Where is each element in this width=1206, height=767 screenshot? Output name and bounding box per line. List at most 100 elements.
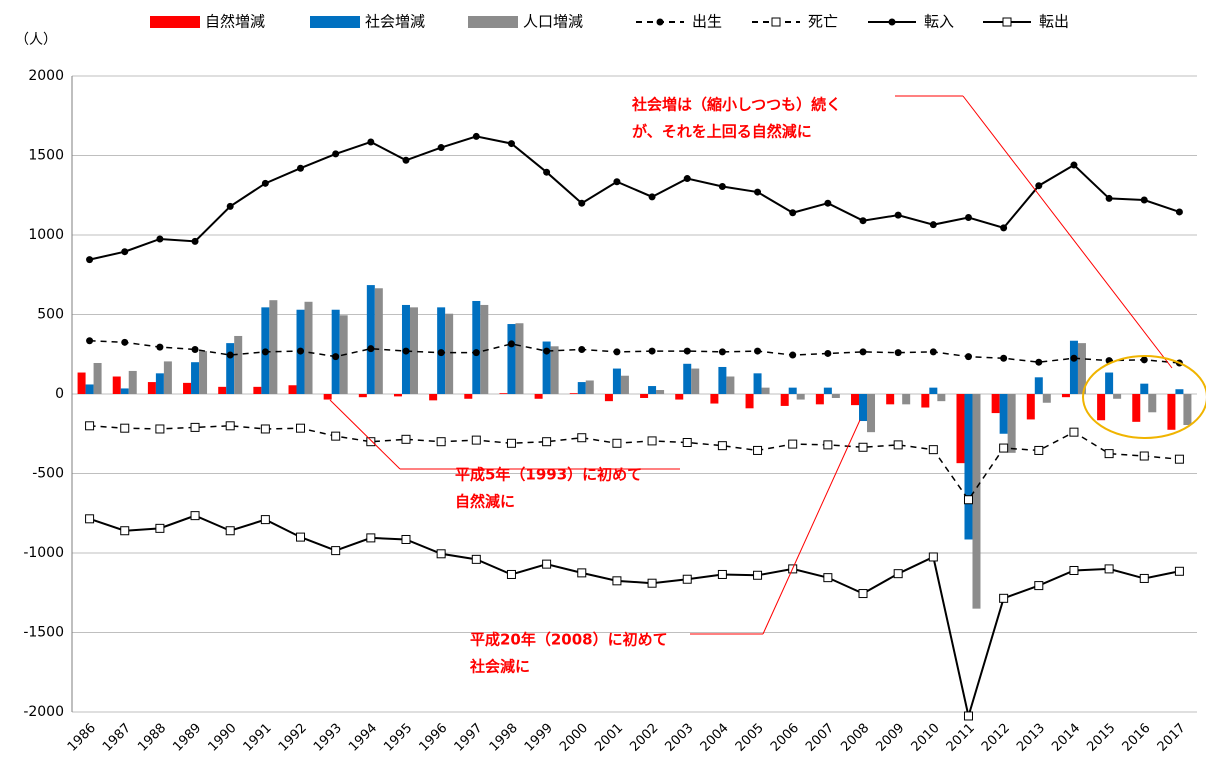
line-marker [543, 347, 551, 355]
bar [218, 386, 227, 394]
bar [429, 394, 438, 401]
x-tick-label: 2001 [592, 721, 626, 755]
legend-marker [888, 18, 896, 26]
bar [991, 394, 1000, 414]
line-marker [823, 440, 833, 450]
bar [815, 394, 824, 405]
bar [534, 394, 543, 399]
bar [358, 394, 367, 398]
x-tick-label: 2010 [909, 721, 943, 755]
x-tick-label: 1995 [381, 721, 415, 755]
bar [753, 373, 762, 394]
line-marker [472, 132, 480, 140]
line-marker [578, 345, 586, 353]
x-tick-label: 2014 [1049, 721, 1083, 755]
x-tick-label: 2007 [803, 721, 837, 755]
bar [323, 394, 332, 400]
line-marker [613, 348, 621, 356]
line-marker [858, 589, 868, 599]
bar [648, 386, 657, 394]
line-marker [682, 437, 692, 447]
legend-swatch [468, 16, 518, 28]
x-tick-label: 2017 [1155, 721, 1189, 755]
line-marker [191, 345, 199, 353]
bar [956, 394, 965, 464]
bar [937, 394, 946, 402]
bar [77, 372, 86, 394]
line-marker [261, 179, 269, 187]
line-marker [647, 578, 657, 588]
line-marker [859, 217, 867, 225]
y-tick-label: -1000 [23, 545, 64, 561]
bar [409, 307, 418, 394]
bar [1175, 389, 1184, 394]
legend-label: 出生 [692, 13, 722, 31]
line-marker [1070, 161, 1078, 169]
bar [1105, 372, 1114, 394]
line-marker [190, 511, 200, 521]
x-tick-label: 1990 [205, 721, 239, 755]
x-tick-label: 2005 [733, 721, 767, 755]
line-marker [402, 347, 410, 355]
x-tick-label: 1997 [452, 721, 486, 755]
line-marker [1105, 194, 1113, 202]
line-marker [647, 436, 657, 446]
line-marker [260, 515, 270, 525]
line-marker [507, 340, 515, 348]
line-marker [120, 423, 130, 433]
line-marker [999, 593, 1009, 603]
y-tick-label: 500 [37, 307, 64, 323]
line-marker [543, 168, 551, 176]
line-marker [964, 353, 972, 361]
bar [1034, 377, 1043, 394]
line-marker [472, 349, 480, 357]
line-marker [260, 424, 270, 434]
line-marker [225, 526, 235, 536]
bar [675, 394, 684, 400]
line-marker [296, 423, 306, 433]
line-marker [717, 569, 727, 579]
line-marker [85, 421, 95, 431]
bar [718, 366, 727, 394]
line-marker [121, 248, 129, 256]
x-tick-label: 1996 [416, 721, 450, 755]
line [89, 339, 1180, 364]
bar [1113, 394, 1122, 399]
bar [1042, 394, 1051, 403]
bar [1077, 343, 1086, 394]
bar [656, 390, 665, 394]
bar [726, 376, 735, 394]
bar [1148, 394, 1157, 413]
bar [374, 288, 383, 394]
x-tick-label: 2012 [979, 721, 1013, 755]
legend-swatch [150, 16, 200, 28]
bar [640, 394, 649, 398]
line-marker [331, 431, 341, 441]
line-marker [1070, 354, 1078, 362]
bar [464, 394, 473, 399]
bar [902, 394, 911, 405]
bar [612, 368, 621, 394]
line-marker [1035, 182, 1043, 190]
legend-marker [771, 17, 781, 27]
bar [1140, 383, 1149, 394]
bar [851, 394, 860, 406]
bar [155, 373, 164, 394]
y-tick-label: 1500 [28, 148, 64, 164]
bar [253, 386, 262, 394]
line-marker [261, 348, 269, 356]
legend-label: 転出 [1039, 13, 1069, 31]
annotation: が、それを上回る自然減に [632, 123, 812, 141]
line-marker [401, 534, 411, 544]
line-marker [366, 533, 376, 543]
bar [472, 300, 481, 394]
line-marker [929, 348, 937, 356]
bar [120, 388, 129, 394]
line-marker [437, 349, 445, 357]
annotation-connector [329, 399, 401, 470]
line-marker [648, 347, 656, 355]
x-tick-label: 2013 [1014, 721, 1048, 755]
y-tick-label: -1500 [23, 625, 64, 641]
line-marker [506, 438, 516, 448]
